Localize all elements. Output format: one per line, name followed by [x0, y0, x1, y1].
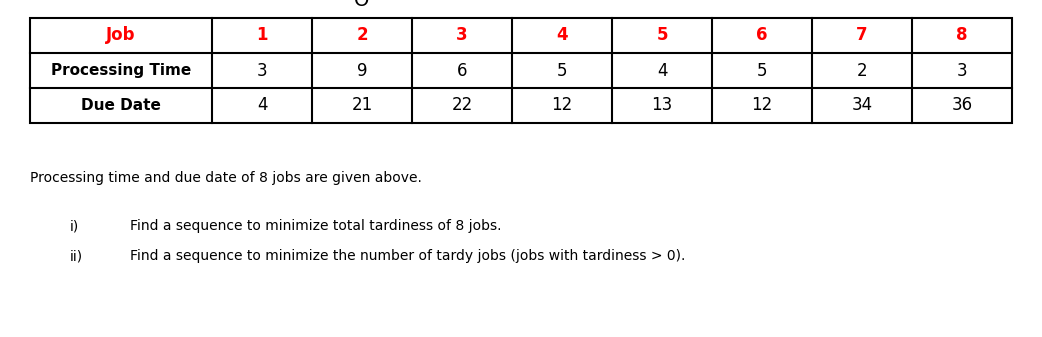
Text: Find a sequence to minimize the number of tardy jobs (jobs with tardiness > 0).: Find a sequence to minimize the number o… — [130, 249, 686, 263]
Text: 12: 12 — [751, 96, 772, 115]
Text: 6: 6 — [756, 27, 768, 44]
Text: 12: 12 — [551, 96, 573, 115]
Bar — [30, 18, 1012, 123]
Text: Processing time and due date of 8 jobs are given above.: Processing time and due date of 8 jobs a… — [30, 171, 422, 185]
Text: 4: 4 — [256, 96, 267, 115]
Text: Find a sequence to minimize total tardiness of 8 jobs.: Find a sequence to minimize total tardin… — [130, 219, 501, 233]
Text: 3: 3 — [957, 61, 967, 80]
Text: ii): ii) — [70, 249, 83, 263]
Text: 6: 6 — [456, 61, 467, 80]
Text: 21: 21 — [351, 96, 373, 115]
Text: 5: 5 — [656, 27, 668, 44]
Text: O: O — [354, 0, 370, 10]
Text: 5: 5 — [756, 61, 767, 80]
Text: 22: 22 — [451, 96, 473, 115]
Text: 13: 13 — [651, 96, 673, 115]
Text: Job: Job — [106, 27, 135, 44]
Text: 3: 3 — [456, 27, 468, 44]
Text: 8: 8 — [957, 27, 968, 44]
Text: Processing Time: Processing Time — [51, 63, 191, 78]
Text: 4: 4 — [656, 61, 667, 80]
Text: 9: 9 — [356, 61, 367, 80]
Text: 36: 36 — [951, 96, 972, 115]
Text: 3: 3 — [256, 61, 268, 80]
Text: 34: 34 — [851, 96, 872, 115]
Text: i): i) — [70, 219, 79, 233]
Text: 2: 2 — [356, 27, 368, 44]
Text: 2: 2 — [857, 61, 867, 80]
Text: 7: 7 — [857, 27, 868, 44]
Text: Due Date: Due Date — [81, 98, 160, 113]
Text: 4: 4 — [556, 27, 568, 44]
Text: 1: 1 — [256, 27, 268, 44]
Text: 5: 5 — [556, 61, 567, 80]
